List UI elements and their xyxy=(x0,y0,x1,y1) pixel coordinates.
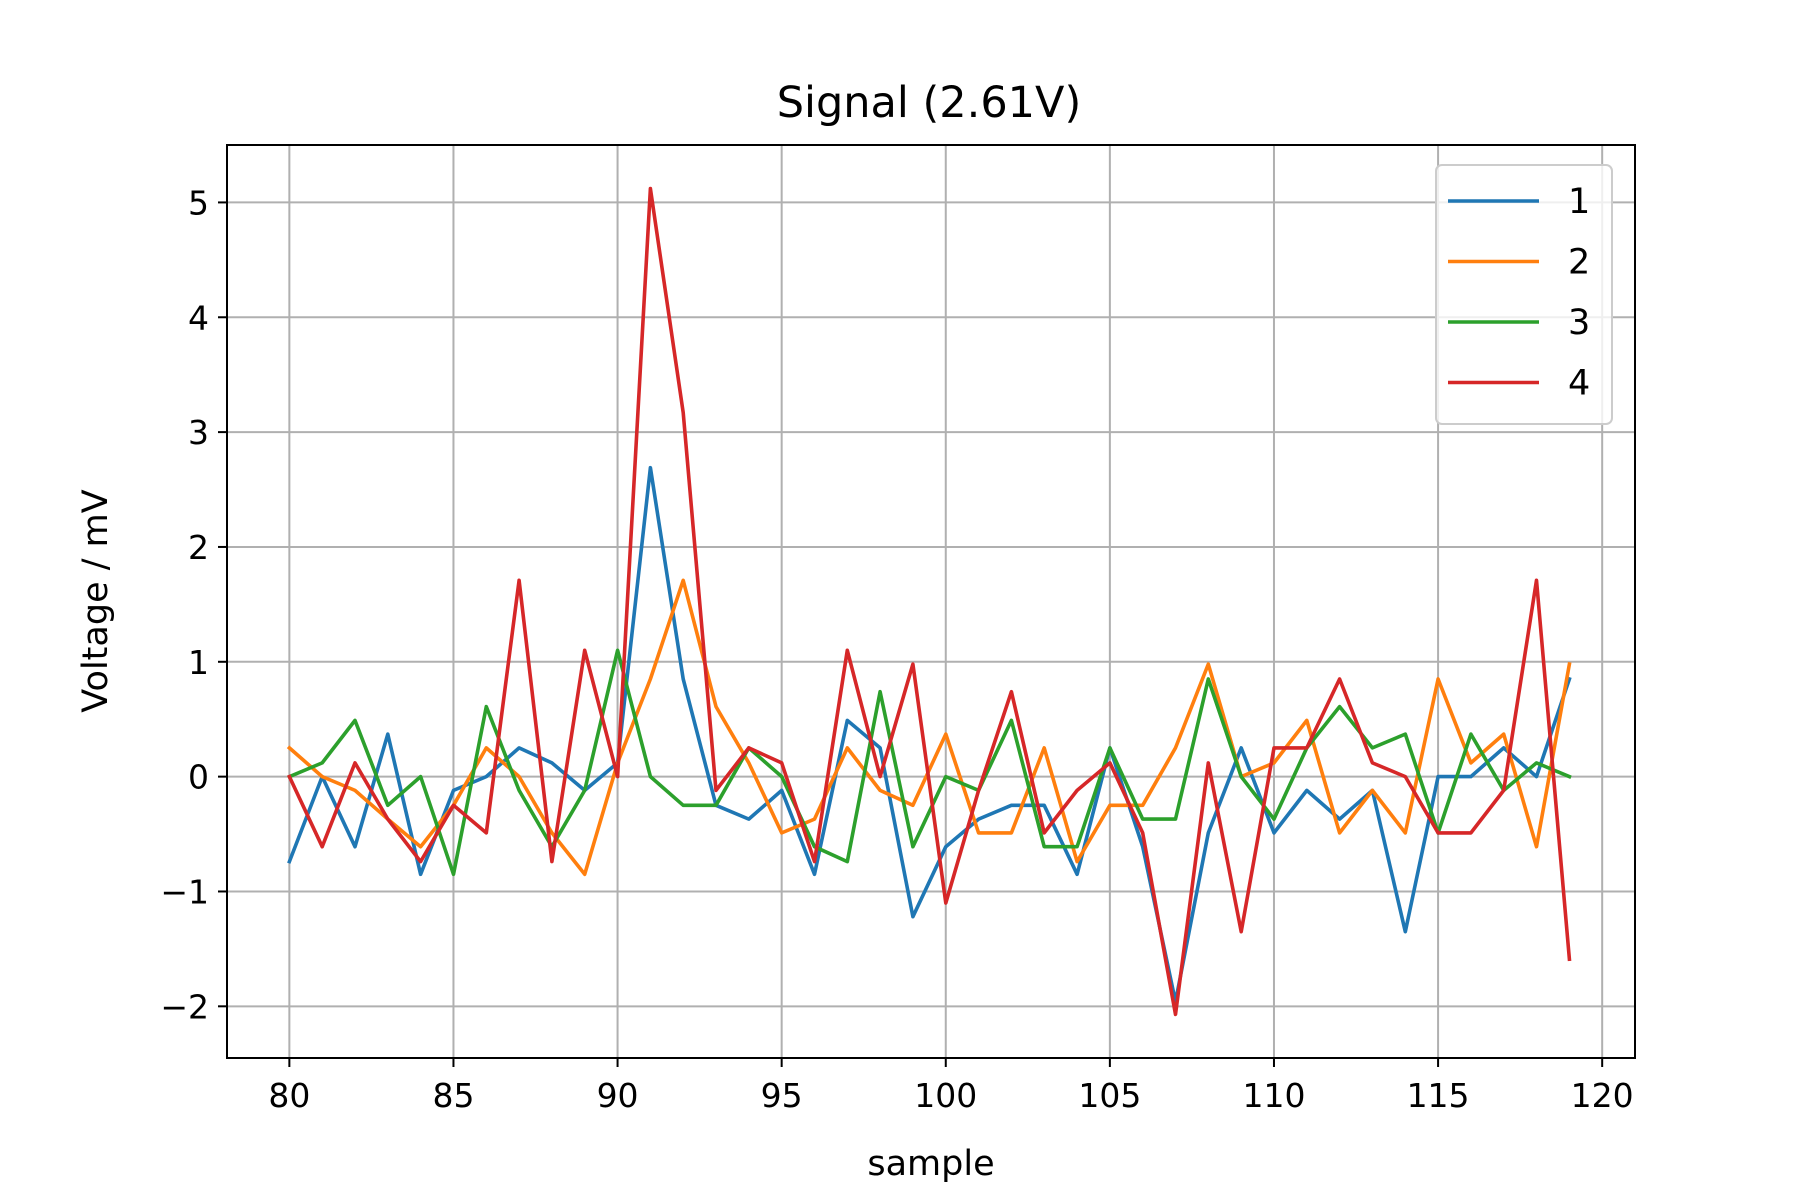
x-axis-label: sample xyxy=(867,1144,994,1184)
plot-series xyxy=(286,186,1572,1017)
x-tick-label: 95 xyxy=(761,1076,803,1115)
legend-label-2: 2 xyxy=(1568,243,1590,283)
legend-label-3: 3 xyxy=(1568,303,1590,343)
x-tick-label: 80 xyxy=(268,1076,310,1115)
y-tick-label: 2 xyxy=(188,528,209,567)
x-tick-label: 90 xyxy=(597,1076,639,1115)
chart-title: Signal (2.61V) xyxy=(777,78,1081,128)
x-tick-label: 85 xyxy=(432,1076,474,1115)
y-tick-label: 1 xyxy=(188,643,209,682)
y-axis-label: Voltage / mV xyxy=(76,489,116,712)
y-tick-label: −1 xyxy=(160,872,209,911)
y-tick-label: 5 xyxy=(188,183,209,222)
x-tick-label: 100 xyxy=(914,1076,977,1115)
y-tick-label: 0 xyxy=(188,758,209,797)
x-tick-label: 120 xyxy=(1571,1076,1634,1115)
x-tick-label: 115 xyxy=(1407,1076,1470,1115)
legend: 1 2 3 4 xyxy=(1435,164,1613,425)
axis-ticks: 80 85 90 95 100 105 110 115 120 −2 −1 0 1 2 3 4 5 xyxy=(160,183,1633,1115)
y-tick-label: −2 xyxy=(160,987,209,1026)
legend-label-1: 1 xyxy=(1568,182,1590,222)
plot-frame xyxy=(226,144,1636,1059)
x-tick-label: 110 xyxy=(1242,1076,1305,1115)
series-line-2 xyxy=(286,578,1572,877)
legend-box xyxy=(1435,164,1613,425)
series-line-4 xyxy=(287,186,1572,1017)
legend-label-4: 4 xyxy=(1568,364,1590,404)
series-line-3 xyxy=(287,648,1572,877)
y-tick-label: 3 xyxy=(188,413,209,452)
x-tick-label: 105 xyxy=(1078,1076,1141,1115)
y-tick-label: 4 xyxy=(188,298,209,337)
